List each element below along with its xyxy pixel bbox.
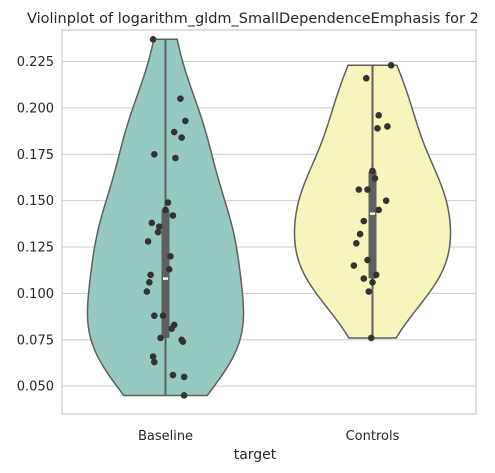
data-point <box>168 325 176 332</box>
violin-median <box>163 277 168 280</box>
y-tick-label: 0.175 <box>17 148 54 163</box>
data-point <box>146 278 153 286</box>
violin-iqr-box <box>368 170 377 279</box>
data-point <box>180 373 188 381</box>
data-point <box>154 228 162 236</box>
data-point <box>374 125 381 132</box>
y-tick-label: 0.125 <box>17 241 54 256</box>
data-points <box>143 35 395 399</box>
data-point <box>372 271 380 279</box>
x-axis-ticks: Baseline Controls <box>138 429 400 444</box>
data-point <box>355 186 363 193</box>
violin-iqr-box <box>161 209 170 338</box>
data-point <box>167 253 174 260</box>
data-point <box>353 240 360 247</box>
data-point <box>367 334 375 342</box>
data-point <box>387 61 395 69</box>
data-point <box>149 35 157 43</box>
data-point <box>151 312 158 319</box>
plot-frame <box>61 29 477 415</box>
violins <box>86 38 452 397</box>
data-point <box>155 223 163 230</box>
x-axis-title: target <box>234 447 277 463</box>
data-point <box>360 217 368 225</box>
data-point <box>182 117 189 125</box>
y-tick-label: 0.100 <box>17 287 54 302</box>
data-point <box>169 371 177 379</box>
y-axis-ticks: 0.050 0.075 0.100 0.125 0.150 0.175 0.200 0.225 <box>17 55 54 395</box>
data-point <box>164 199 172 206</box>
data-point <box>177 95 184 102</box>
data-point <box>157 334 164 342</box>
data-point <box>172 154 179 162</box>
data-point <box>362 74 370 82</box>
data-point <box>382 197 390 204</box>
data-point <box>143 288 151 295</box>
data-point <box>170 128 178 136</box>
data-point <box>350 262 358 269</box>
x-tick-label: Controls <box>346 429 400 444</box>
data-point <box>165 266 173 273</box>
y-tick-label: 0.200 <box>17 101 54 116</box>
y-tick-label: 0.050 <box>17 380 54 395</box>
y-tick-label: 0.150 <box>17 194 54 209</box>
violin-median <box>370 212 375 215</box>
data-point <box>371 175 379 182</box>
data-point <box>369 278 376 286</box>
data-point <box>375 112 383 119</box>
y-tick-label: 0.075 <box>17 333 54 348</box>
data-point <box>369 167 376 175</box>
data-point <box>375 206 383 214</box>
y-tick-label: 0.225 <box>17 55 54 70</box>
data-point <box>151 358 158 366</box>
data-point <box>179 338 187 345</box>
data-point <box>356 230 364 238</box>
data-point <box>178 134 185 141</box>
data-point <box>149 353 157 360</box>
data-point <box>169 212 177 219</box>
data-point <box>151 150 158 158</box>
data-point <box>364 186 371 193</box>
data-point <box>159 312 167 319</box>
data-point <box>147 271 154 279</box>
data-point <box>180 392 188 399</box>
data-point <box>364 256 371 264</box>
chart-title: Violinplot of logarithm_gldm_SmallDepend… <box>27 11 479 27</box>
data-point <box>360 275 368 282</box>
data-point <box>144 238 152 245</box>
data-point <box>148 219 156 227</box>
x-tick-label: Baseline <box>138 429 193 444</box>
data-point <box>365 288 373 295</box>
data-point <box>384 123 391 130</box>
data-point <box>162 206 169 214</box>
